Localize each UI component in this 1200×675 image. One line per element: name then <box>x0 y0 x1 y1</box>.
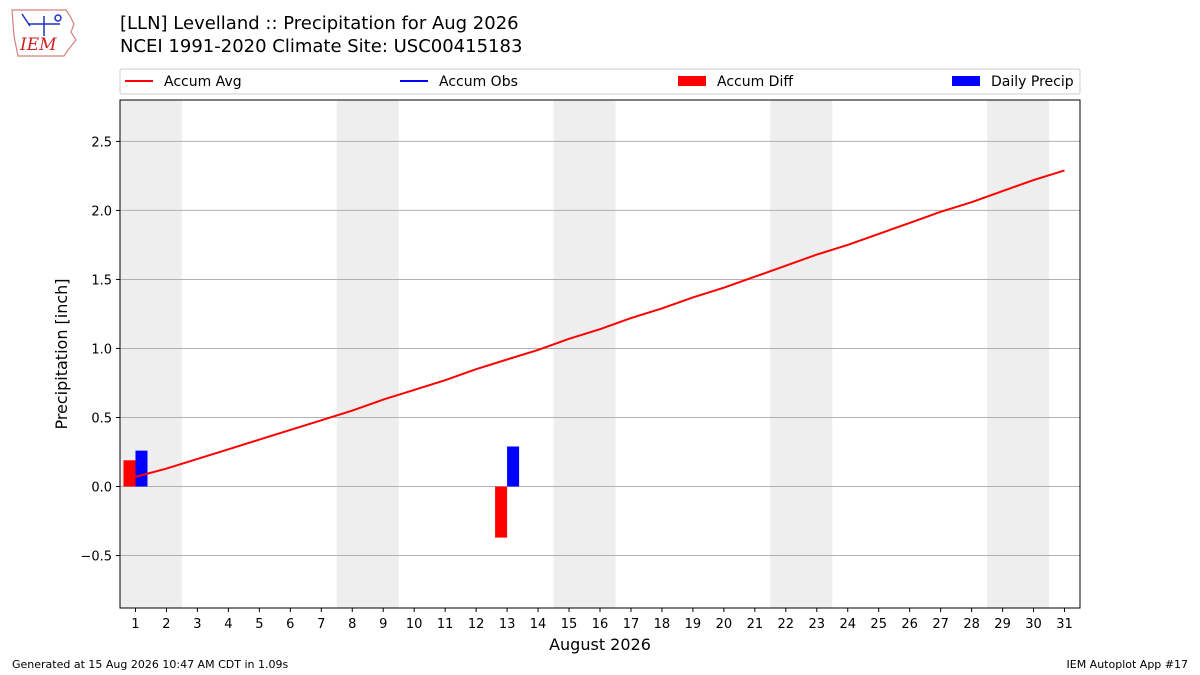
chart-title-line1: [LLN] Levelland :: Precipitation for Aug… <box>120 13 519 34</box>
x-tick-label: 4 <box>224 617 232 632</box>
x-tick-label: 3 <box>193 617 201 632</box>
x-tick-label: 20 <box>716 617 733 632</box>
y-tick-label: 1.0 <box>91 342 112 357</box>
x-tick-label: 27 <box>932 617 949 632</box>
app-id: IEM Autoplot App #17 <box>1066 658 1189 671</box>
x-tick-label: 30 <box>1025 617 1042 632</box>
y-tick-label: 0.5 <box>91 412 112 427</box>
x-tick-label: 11 <box>437 617 454 632</box>
x-tick-label: 15 <box>561 617 578 632</box>
x-tick-label: 8 <box>348 617 356 632</box>
weekend-shade <box>553 100 616 608</box>
x-tick-label: 31 <box>1056 617 1073 632</box>
x-tick-label: 17 <box>623 617 640 632</box>
chart-title-line2: NCEI 1991-2020 Climate Site: USC00415183 <box>120 36 523 57</box>
x-tick-label: 28 <box>963 617 980 632</box>
generated-timestamp: Generated at 15 Aug 2026 10:47 AM CDT in… <box>12 658 289 671</box>
legend-label: Accum Avg <box>164 74 242 90</box>
x-tick-label: 24 <box>839 617 856 632</box>
x-tick-label: 22 <box>778 617 795 632</box>
x-tick-label: 29 <box>994 617 1011 632</box>
x-tick-label: 12 <box>468 617 485 632</box>
iem-logo: IEM <box>11 9 77 57</box>
weekend-shade <box>770 100 833 608</box>
x-tick-label: 23 <box>809 617 826 632</box>
x-tick-label: 6 <box>286 617 294 632</box>
legend-label: Daily Precip <box>991 74 1074 90</box>
weather-station-icon <box>21 13 62 36</box>
x-tick-label: 18 <box>654 617 671 632</box>
x-tick-label: 10 <box>406 617 423 632</box>
y-tick-label: 1.5 <box>91 273 112 288</box>
daily-precip-bar <box>507 446 520 487</box>
chart-title: [LLN] Levelland :: Precipitation for Aug… <box>120 12 522 58</box>
accum-diff-bar <box>495 486 508 538</box>
x-tick-label: 19 <box>685 617 702 632</box>
x-tick-label: 5 <box>255 617 263 632</box>
legend-label: Accum Obs <box>439 74 518 90</box>
legend-label: Accum Diff <box>717 74 793 90</box>
logo-text: IEM <box>19 35 57 55</box>
x-tick-label: 7 <box>317 617 325 632</box>
legend-swatch-bar <box>678 76 706 86</box>
x-tick-label: 21 <box>747 617 764 632</box>
weekend-shade <box>987 100 1050 608</box>
x-tick-label: 1 <box>131 617 139 632</box>
x-tick-label: 9 <box>379 617 387 632</box>
daily-precip-bar <box>135 450 148 487</box>
y-tick-label: 2.5 <box>91 135 112 150</box>
weekend-shade <box>120 100 182 608</box>
weekend-shade <box>336 100 399 608</box>
legend-box <box>119 68 1081 95</box>
x-tick-label: 16 <box>592 617 609 632</box>
x-tick-label: 13 <box>499 617 516 632</box>
x-tick-label: 26 <box>901 617 918 632</box>
y-axis-label: Precipitation [inch] <box>52 278 71 429</box>
y-tick-label: −0.5 <box>80 550 112 565</box>
y-tick-label: 0.0 <box>91 481 112 496</box>
x-tick-label: 25 <box>870 617 887 632</box>
x-tick-label: 14 <box>530 617 547 632</box>
y-tick-label: 2.0 <box>91 204 112 219</box>
x-tick-label: 2 <box>162 617 170 632</box>
x-axis-label: August 2026 <box>549 635 651 654</box>
legend-swatch-bar <box>952 76 980 86</box>
accum-diff-bar <box>123 460 136 487</box>
accum-avg-line <box>135 169 1065 478</box>
